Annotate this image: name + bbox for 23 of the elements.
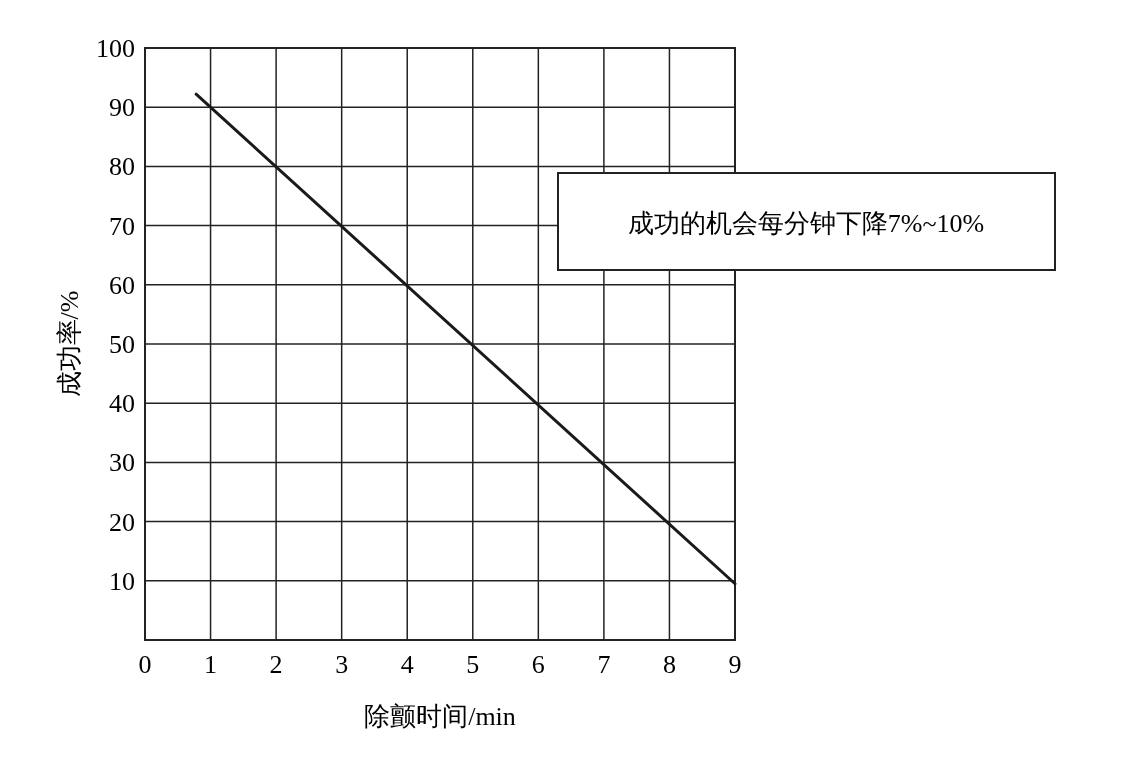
y-tick-label: 90 [109, 93, 135, 123]
x-tick-label: 5 [466, 650, 480, 679]
x-axis-title: 除颤时间/min [364, 702, 516, 731]
y-tick-label: 70 [109, 211, 135, 241]
x-tick-label: 4 [400, 650, 414, 679]
x-tick-label: 2 [269, 650, 283, 679]
x-tick-label: 8 [662, 650, 676, 679]
x-tick-label: 3 [335, 650, 349, 679]
y-tick-label: 20 [109, 507, 135, 537]
y-tick-label: 10 [109, 566, 135, 596]
y-tick-label: 50 [109, 330, 135, 359]
x-tick-label: 9 [728, 650, 742, 679]
y-tick-label: 80 [109, 152, 135, 182]
x-tick-label: 0 [138, 650, 152, 679]
x-tick-label: 1 [204, 650, 218, 679]
y-tick-label: 100 [96, 34, 135, 63]
annotation: 成功的机会每分钟下降7%~10% [627, 209, 985, 238]
x-tick-label: 7 [597, 650, 611, 679]
y-tick-label: 40 [109, 389, 135, 419]
y-tick-label: 60 [109, 270, 135, 300]
y-axis-title: 成功率/% [55, 290, 84, 398]
y-tick-label: 30 [109, 448, 135, 478]
x-tick-label: 6 [531, 650, 545, 679]
